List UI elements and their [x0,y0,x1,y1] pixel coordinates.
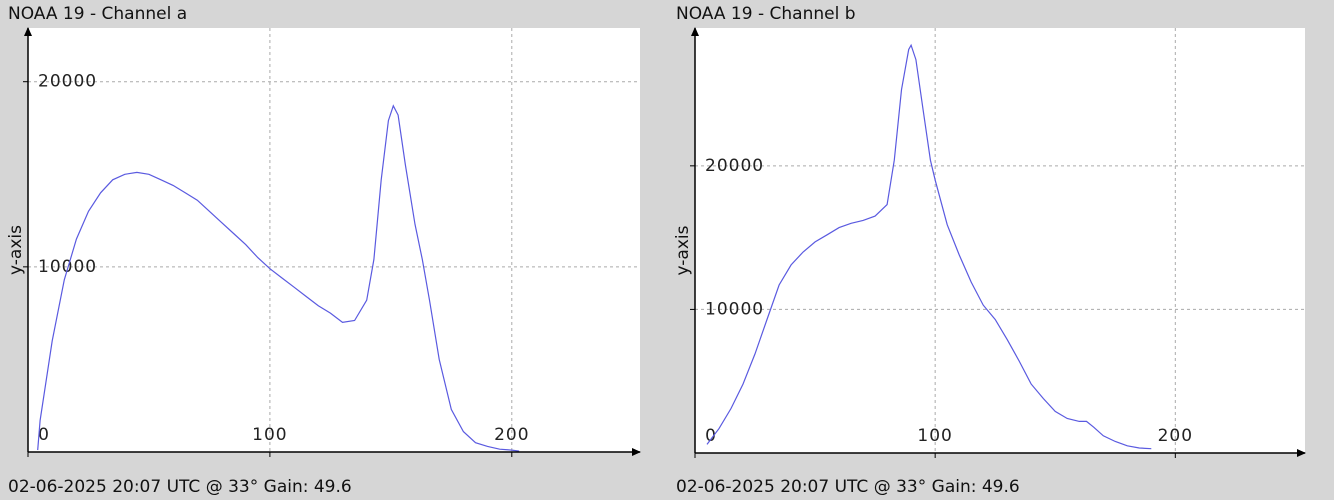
x-tick-label: 0 [38,425,50,445]
y-tick-label: 20000 [705,156,764,176]
data-line [706,43,1152,450]
x-axis-arrow [1297,449,1306,457]
x-axis-arrow [632,448,641,456]
chart-title: NOAA 19 - Channel a [8,4,187,24]
x-tick-label: 200 [494,425,529,445]
y-tick-label: 10000 [705,299,764,319]
y-axis-label: y-axis [673,225,693,275]
footer: 02-06-2025 20:07 UTC @ 33° Gain: 49.6 [8,477,352,497]
x-tick-label: 200 [1158,426,1193,446]
footer: 02-06-2025 20:07 UTC @ 33° Gain: 49.6 [676,477,1020,497]
x-tick-label: 0 [705,426,717,446]
plot-area [28,28,640,452]
y-tick-label: 20000 [38,72,97,92]
chart-title: NOAA 19 - Channel b [676,4,856,24]
y-tick-label: 10000 [38,257,97,277]
data-line [37,104,520,452]
plot-area [695,28,1305,453]
y-axis-arrow [24,27,32,36]
y-axis-label: y-axis [6,225,26,275]
y-axis-arrow [691,27,699,36]
x-tick-label: 100 [252,425,287,445]
x-tick-label: 100 [917,426,952,446]
